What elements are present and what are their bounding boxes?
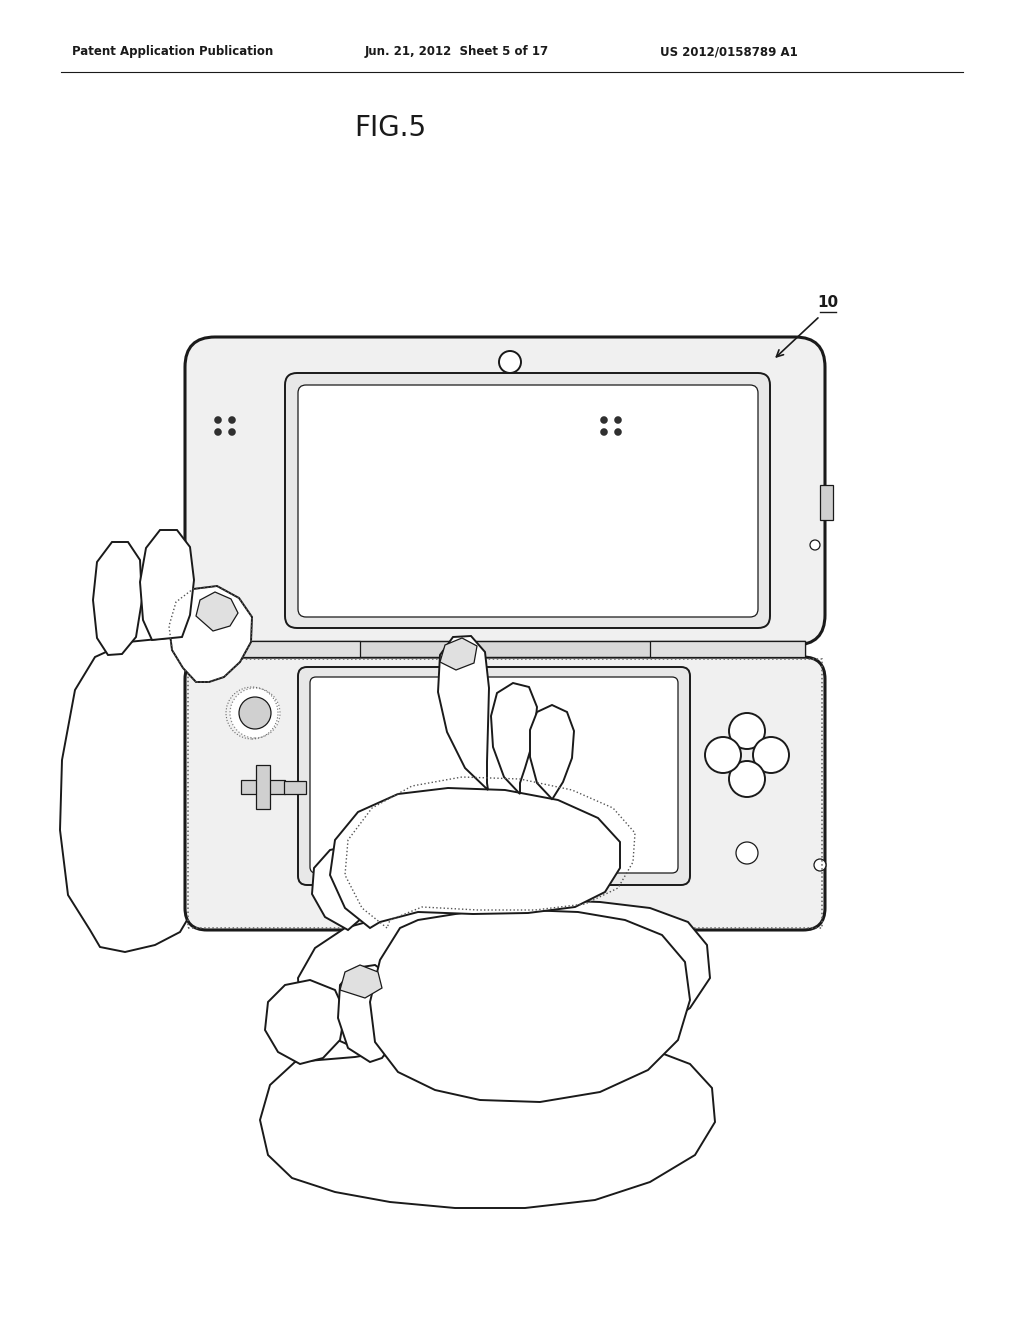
Circle shape	[214, 417, 221, 424]
Polygon shape	[340, 965, 382, 998]
Polygon shape	[530, 705, 574, 799]
FancyBboxPatch shape	[185, 337, 825, 645]
Bar	[205, 642, 805, 657]
Bar	[284, 781, 306, 795]
Bar	[256, 766, 270, 809]
Bar	[490, 906, 524, 916]
Polygon shape	[260, 1040, 715, 1208]
Circle shape	[230, 688, 280, 738]
Polygon shape	[298, 900, 710, 1068]
Text: US 2012/0158789 A1: US 2012/0158789 A1	[660, 45, 798, 58]
Bar	[205, 642, 360, 657]
Circle shape	[614, 429, 622, 436]
Circle shape	[614, 417, 622, 424]
Circle shape	[729, 762, 765, 797]
Text: Jun. 21, 2012  Sheet 5 of 17: Jun. 21, 2012 Sheet 5 of 17	[365, 45, 549, 58]
Circle shape	[214, 429, 221, 436]
FancyBboxPatch shape	[298, 385, 758, 616]
Polygon shape	[169, 586, 252, 682]
Bar	[820, 484, 833, 520]
Polygon shape	[196, 591, 238, 631]
Circle shape	[736, 842, 758, 865]
FancyBboxPatch shape	[285, 374, 770, 628]
Text: 10: 10	[817, 294, 839, 310]
Polygon shape	[490, 682, 537, 795]
FancyBboxPatch shape	[298, 667, 690, 884]
Polygon shape	[338, 965, 400, 1063]
Circle shape	[705, 737, 741, 774]
Polygon shape	[440, 638, 477, 671]
Bar	[188, 659, 822, 928]
Circle shape	[600, 429, 607, 436]
Circle shape	[600, 417, 607, 424]
Circle shape	[729, 713, 765, 748]
Circle shape	[228, 429, 236, 436]
Polygon shape	[60, 638, 215, 952]
Circle shape	[814, 859, 826, 871]
FancyBboxPatch shape	[185, 657, 825, 931]
Bar	[650, 642, 805, 657]
Circle shape	[810, 540, 820, 550]
Polygon shape	[140, 531, 194, 640]
Bar	[241, 780, 285, 795]
Polygon shape	[93, 543, 142, 655]
Circle shape	[499, 351, 521, 374]
Text: FIG.5: FIG.5	[354, 114, 426, 143]
Text: Patent Application Publication: Patent Application Publication	[72, 45, 273, 58]
Polygon shape	[370, 909, 690, 1102]
Polygon shape	[312, 845, 384, 931]
Circle shape	[228, 417, 236, 424]
Polygon shape	[438, 636, 489, 789]
Circle shape	[753, 737, 790, 774]
Circle shape	[239, 697, 271, 729]
Polygon shape	[330, 788, 620, 928]
FancyBboxPatch shape	[310, 677, 678, 873]
Polygon shape	[265, 979, 345, 1064]
Bar	[535, 906, 569, 916]
